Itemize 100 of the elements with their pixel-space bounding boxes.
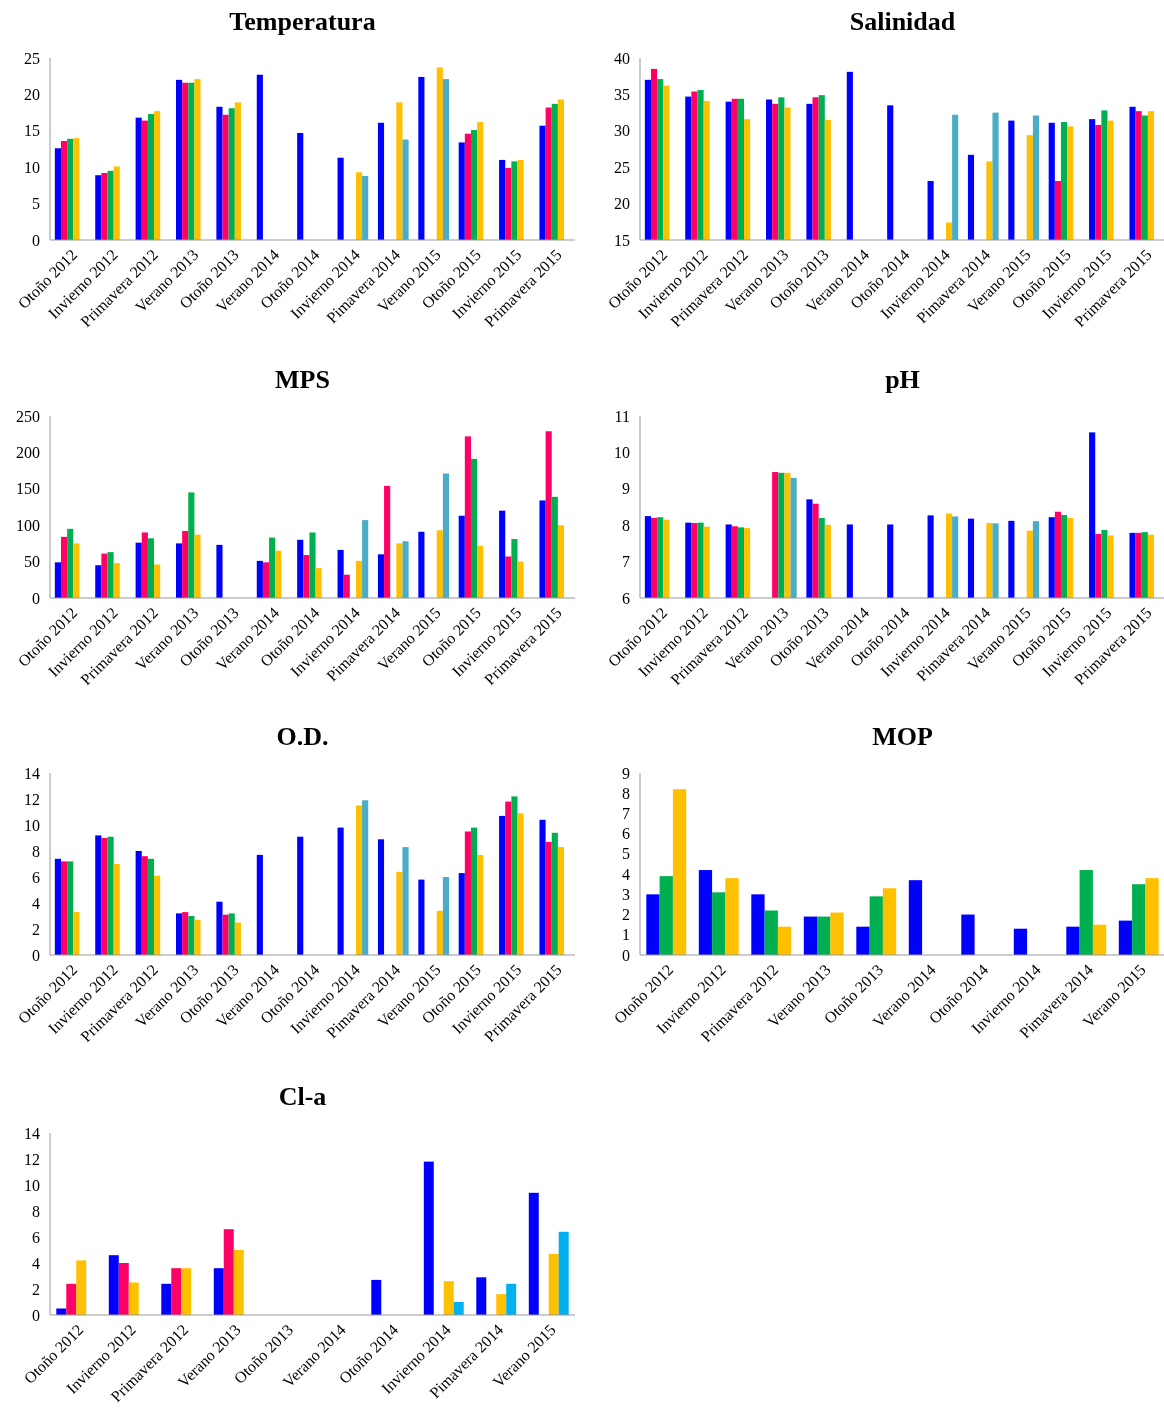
bar (869, 896, 883, 955)
bar (101, 553, 108, 598)
bar (477, 545, 484, 598)
bar (113, 166, 120, 240)
bar (269, 537, 276, 598)
bar (539, 500, 546, 598)
bar (188, 916, 195, 955)
y-tick-label: 20 (614, 195, 630, 213)
bar (337, 549, 344, 598)
bar (470, 130, 478, 240)
bar (216, 901, 223, 955)
bar (222, 914, 229, 955)
y-tick-label: 12 (24, 1150, 40, 1168)
bar (558, 1231, 569, 1315)
y-tick-label: 10 (614, 444, 630, 461)
y-tick-label: 0 (32, 1306, 40, 1324)
y-tick-label: 8 (622, 784, 630, 802)
y-tick-label: 150 (16, 480, 40, 498)
bar (1132, 884, 1146, 955)
bar (557, 99, 565, 240)
y-tick-label: 0 (32, 946, 40, 964)
y-tick-label: 14 (24, 1124, 40, 1142)
bar (67, 861, 74, 955)
bar (517, 561, 524, 598)
bar (1092, 924, 1107, 955)
bar (672, 789, 687, 955)
bar (54, 148, 61, 240)
bar (1145, 878, 1159, 955)
bar (418, 879, 425, 955)
y-tick-label: 10 (24, 158, 40, 176)
bar (499, 159, 506, 240)
bar (418, 76, 425, 240)
bar (817, 916, 831, 955)
bar (113, 563, 120, 598)
bar (505, 167, 512, 240)
bar (73, 912, 80, 955)
bar (176, 913, 183, 955)
bar (470, 827, 478, 955)
bar (402, 139, 409, 240)
y-tick-label: 50 (24, 553, 40, 571)
bar (188, 82, 195, 240)
bar (539, 125, 546, 240)
y-tick-label: 4 (32, 894, 40, 912)
y-tick-label: 10 (24, 1176, 40, 1194)
bar (154, 564, 161, 598)
bar (511, 796, 518, 955)
bar (548, 1253, 559, 1315)
bar (176, 543, 183, 598)
bar (396, 102, 403, 240)
bar (73, 138, 80, 240)
bar (182, 531, 189, 598)
bar (505, 801, 512, 955)
bar (777, 926, 792, 955)
bar (118, 1263, 129, 1315)
bar (499, 510, 506, 598)
bar (108, 1255, 119, 1315)
bar (182, 912, 189, 955)
y-tick-label: 9 (622, 480, 630, 498)
bar (147, 858, 155, 955)
y-tick-label: 8 (32, 842, 40, 860)
y-tick-label: 6 (32, 868, 40, 886)
y-tick-label: 2 (32, 920, 40, 938)
bar (147, 114, 155, 240)
bar (396, 543, 403, 598)
y-tick-label: 0 (32, 231, 40, 249)
bar (66, 1283, 77, 1315)
bar (528, 1192, 539, 1315)
bar (343, 574, 350, 598)
bar (188, 492, 195, 598)
bar (256, 74, 263, 240)
bar (107, 170, 114, 240)
bar (830, 912, 844, 955)
bar (233, 1250, 244, 1315)
y-tick-label: 8 (32, 1202, 40, 1220)
chart-title: O.D. (276, 722, 329, 751)
bar (470, 458, 478, 598)
bar (67, 528, 74, 598)
y-tick-label: 1 (622, 926, 630, 944)
bar (216, 106, 223, 240)
bar (436, 530, 443, 598)
bar (60, 140, 68, 240)
bar (95, 175, 102, 240)
bar (60, 536, 68, 598)
bar (171, 1268, 182, 1315)
y-tick-label: 2 (32, 1280, 40, 1298)
bar (517, 159, 524, 240)
bar (101, 838, 108, 955)
bar (181, 1268, 192, 1315)
bar (803, 916, 818, 955)
y-tick-label: 15 (24, 122, 40, 140)
bar (402, 541, 409, 598)
bar (476, 1277, 487, 1315)
bar (216, 544, 223, 598)
bar (551, 496, 558, 598)
bar (384, 485, 391, 598)
bar (161, 1283, 172, 1315)
bar (107, 836, 114, 955)
y-tick-label: 100 (16, 516, 40, 534)
bar (371, 1279, 382, 1315)
bar (458, 873, 465, 955)
